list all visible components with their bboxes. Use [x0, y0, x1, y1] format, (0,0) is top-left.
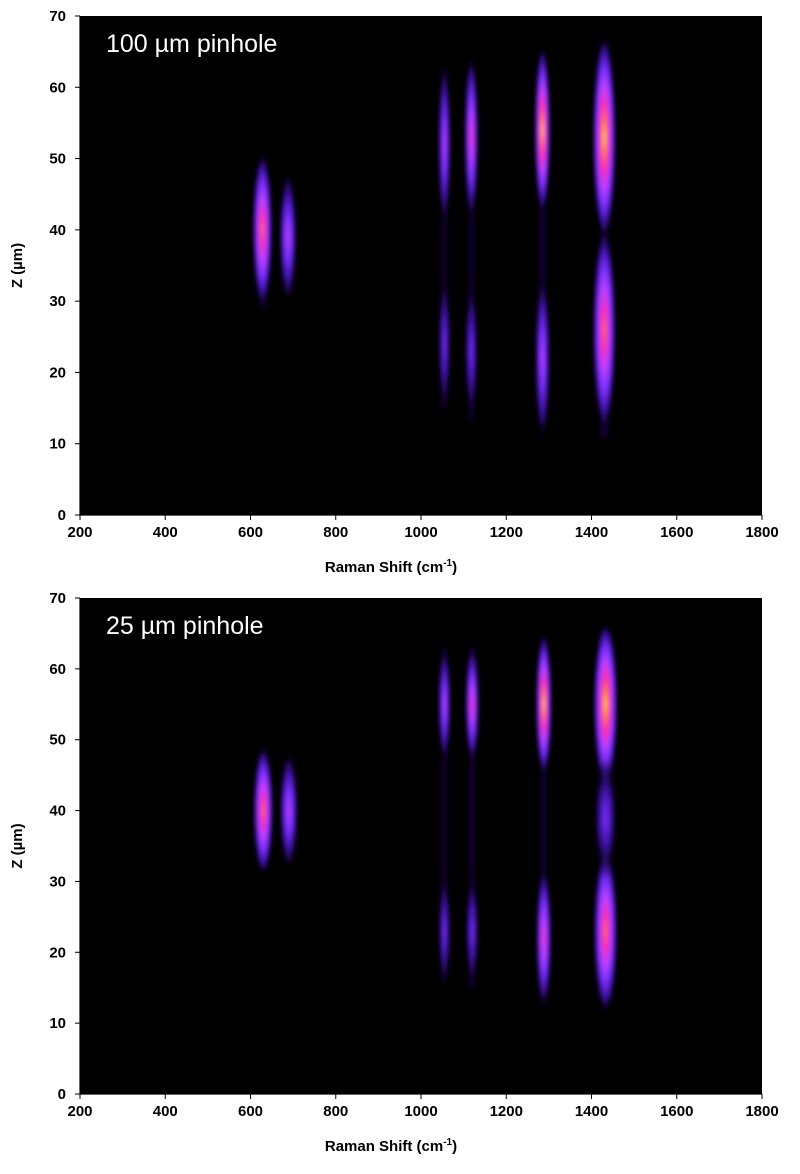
y-axis-title: Z (µm): [9, 823, 26, 868]
y-tick-label: 70: [49, 590, 66, 607]
band-hotspot: [535, 865, 552, 1011]
band-hotspot: [437, 271, 452, 417]
y-tick-label: 60: [49, 79, 66, 96]
x-tick-label: 1400: [575, 1103, 608, 1120]
x-tick-label: 1600: [660, 1103, 693, 1120]
band-690: [279, 750, 299, 871]
y-tick-label: 10: [49, 436, 66, 453]
band-1433: [593, 619, 618, 1016]
y-tick-label: 60: [49, 661, 66, 678]
band-hotspot: [437, 870, 452, 992]
band-hotspot: [465, 870, 480, 992]
plot-area: [80, 598, 762, 1094]
x-tick-label: 1000: [404, 1103, 437, 1120]
band-hotspot: [593, 846, 618, 1016]
band-hotspot: [253, 744, 274, 877]
y-tick-label: 50: [49, 732, 66, 749]
band-1118: [464, 52, 479, 424]
x-tick-label: 1800: [745, 524, 778, 541]
panel-title: 25 µm pinhole: [106, 612, 264, 640]
y-tick-label: 30: [49, 293, 66, 310]
x-tick-label: 600: [238, 1103, 263, 1120]
chart-panel-100um: 200 400 600 800 1000 1200 1400 1600 1800 0 10 20 30 4…: [9, 8, 779, 576]
panel-title: 100 µm pinhole: [106, 30, 277, 58]
x-tick-label: 400: [153, 524, 178, 541]
y-tick-label: 70: [49, 8, 66, 25]
band-hotspot: [535, 632, 552, 777]
x-tick-label: 200: [67, 524, 92, 541]
y-tick-label: 50: [49, 151, 66, 168]
x-tick-label: 800: [323, 1103, 348, 1120]
x-tick-label: 1200: [490, 524, 523, 541]
band-1055: [437, 59, 452, 417]
x-axis-title: Raman Shift (cm-1): [325, 558, 457, 576]
y-tick-label: 0: [58, 1086, 66, 1103]
band-hotspot: [534, 273, 551, 444]
band-hotspot: [437, 59, 452, 230]
chart-panel-25um: 200 400 600 800 1000 1200 1400 1600 1800 0 10 20 30 4…: [0, 584, 800, 1174]
x-tick-label: 1400: [575, 524, 608, 541]
band-hotspot: [534, 45, 551, 215]
y-tick-label: 0: [58, 507, 66, 524]
band-hotspot: [279, 750, 299, 871]
x-tick-label: 1600: [660, 524, 693, 541]
band-hotspot: [593, 757, 618, 878]
band-hotspot: [465, 644, 480, 765]
x-tick-label: 400: [153, 1103, 178, 1120]
band-688: [278, 170, 298, 304]
band-630: [253, 744, 274, 877]
y-tick-label: 20: [49, 944, 66, 961]
x-tick-label: 1200: [490, 1103, 523, 1120]
y-tick-label: 10: [49, 1015, 66, 1032]
band-hotspot: [593, 619, 618, 789]
band-hotspot: [592, 226, 616, 433]
x-tick-label: 600: [238, 524, 263, 541]
band-1120: [465, 644, 480, 992]
band-hotspot: [278, 170, 298, 304]
y-tick-label: 30: [49, 873, 66, 890]
y-tick-label: 40: [49, 803, 66, 820]
band-1285: [534, 45, 551, 444]
band-hotspot: [252, 151, 273, 309]
heatmap-chart-25um: 200 400 600 800 1000 1200 1400 1600 1800 0 10 20 30 4…: [9, 590, 779, 1155]
band-hotspot: [437, 644, 452, 765]
x-tick-label: 200: [67, 1103, 92, 1120]
y-axis-title: Z (µm): [9, 243, 26, 288]
band-hotspot: [464, 52, 479, 223]
band-hotspot: [464, 278, 479, 424]
band-628: [252, 151, 273, 309]
x-tick-label: 1800: [745, 1103, 778, 1120]
band-hotspot: [592, 34, 616, 241]
band-1430: [592, 34, 616, 437]
x-tick-label: 800: [323, 524, 348, 541]
x-tick-label: 1000: [404, 524, 437, 541]
heatmap-chart-100um: 200 400 600 800 1000 1200 1400 1600 1800 0 10 20 30 4…: [9, 8, 779, 576]
plot-area: [80, 16, 762, 515]
y-tick-label: 20: [49, 364, 66, 381]
band-1055: [437, 644, 452, 992]
band-1288: [535, 632, 552, 1011]
y-tick-label: 40: [49, 222, 66, 239]
x-axis-title: Raman Shift (cm-1): [325, 1137, 457, 1155]
